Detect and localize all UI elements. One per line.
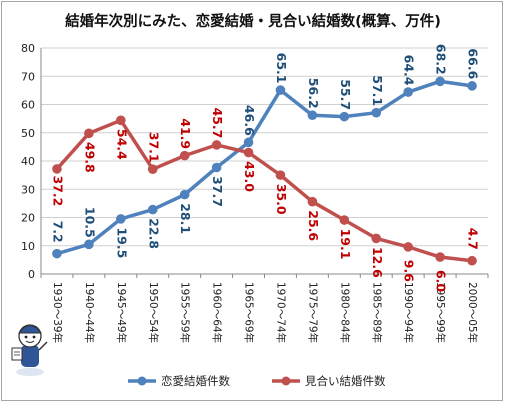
legend-swatch-marker: [137, 376, 147, 386]
data-point: [275, 170, 286, 180]
data-point: [435, 252, 445, 262]
data-point: [116, 115, 126, 126]
axes: 0 10 20 30 40 50 60 70 80 1930〜39年 1940〜44年 1945〜49…: [21, 42, 489, 343]
data-point: [467, 81, 477, 91]
data-label: 46.6: [242, 105, 257, 136]
data-point: [52, 248, 62, 259]
data-point: [116, 214, 126, 224]
legend-label: 恋愛結婚件数: [161, 374, 230, 388]
data-label: 6.0: [434, 270, 449, 292]
data-point: [52, 164, 62, 174]
data-labels: 7.2 10.5 19.5 22.8 28.1 37.7 46.6 65.1 56.2 55.7 5…: [50, 44, 480, 293]
data-point: [403, 87, 413, 97]
y-tick-label: 0: [28, 268, 35, 281]
data-label: 12.6: [370, 247, 385, 278]
data-label: 64.4: [402, 55, 417, 86]
x-tick-label: 1950〜54年: [147, 282, 160, 343]
series-line: [55, 79, 474, 256]
data-point: [179, 150, 190, 161]
data-point: [435, 76, 445, 87]
series-lines: [52, 76, 477, 266]
data-label: 7.2: [50, 221, 65, 243]
data-point: [371, 233, 382, 244]
data-label: 9.6: [402, 260, 417, 282]
x-tick-label: 1930〜39年: [51, 282, 64, 343]
mascot-icon: [11, 324, 48, 376]
data-point: [84, 239, 94, 250]
data-label: 49.8: [82, 142, 97, 173]
data-label: 65.1: [274, 53, 289, 84]
data-point: [339, 111, 350, 122]
y-tick-label: 30: [21, 183, 35, 196]
y-tick-label: 40: [21, 155, 35, 168]
data-label: 66.6: [466, 48, 481, 79]
data-point: [243, 147, 254, 158]
data-point: [307, 110, 318, 121]
y-tick-label: 50: [21, 127, 35, 140]
data-point: [211, 162, 222, 173]
gridlines: [41, 47, 488, 247]
x-tick-label: 1955〜59年: [179, 282, 192, 343]
x-tick-label: 1970〜74年: [274, 282, 287, 343]
data-point: [179, 189, 190, 200]
data-label: 19.1: [338, 229, 353, 260]
x-tick-label: 1975〜79年: [306, 282, 319, 343]
x-tick-label: 1965〜69年: [243, 282, 256, 343]
y-tick-label: 70: [21, 70, 35, 83]
data-label: 37.7: [210, 176, 225, 207]
data-label: 37.2: [50, 175, 65, 206]
y-tick-label: 20: [21, 212, 35, 225]
data-label: 41.9: [178, 118, 193, 149]
legend-label: 見合い結婚件数: [305, 374, 386, 388]
data-label: 35.0: [274, 184, 289, 215]
x-tick-label: 1960〜64年: [211, 282, 224, 343]
x-tick-label: 1940〜44年: [83, 282, 96, 343]
data-point: [403, 242, 413, 252]
data-label: 37.1: [146, 132, 161, 163]
x-tick-label: 1945〜49年: [115, 282, 128, 343]
legend-swatch-marker: [281, 376, 291, 386]
data-label: 45.7: [210, 107, 225, 138]
chart-title: 結婚年次別にみた、恋愛結婚・見合い結婚数(概算、万件): [65, 14, 441, 30]
series-line: [55, 118, 474, 263]
data-label: 4.7: [466, 228, 481, 250]
data-label: 28.1: [178, 203, 193, 234]
data-point: [147, 164, 158, 174]
data-point: [275, 85, 286, 95]
data-label: 68.2: [434, 44, 449, 75]
y-tick-label: 10: [21, 240, 35, 253]
data-point: [211, 140, 222, 150]
data-label: 54.4: [114, 129, 129, 160]
x-tick-label: 1990〜94年: [402, 282, 415, 343]
x-tick-label: 1980〜84年: [338, 282, 351, 343]
data-point: [147, 204, 158, 215]
data-point: [243, 137, 254, 148]
data-point: [371, 107, 382, 118]
data-label: 25.6: [306, 210, 321, 241]
y-tick-label: 60: [21, 99, 35, 112]
data-label: 55.7: [338, 79, 353, 110]
data-point: [307, 196, 318, 207]
x-tick-label: 1985〜89年: [370, 282, 383, 343]
data-label: 22.8: [146, 218, 161, 249]
legend: 恋愛結婚件数 見合い結婚件数: [128, 374, 386, 388]
x-tick-label: 2000〜05年: [466, 282, 479, 343]
data-label: 10.5: [82, 207, 97, 238]
data-label: 56.2: [306, 78, 321, 109]
data-label: 19.5: [114, 227, 129, 258]
x-tick-label: 1995〜99年: [434, 282, 447, 343]
data-point: [339, 215, 350, 225]
data-point: [467, 255, 477, 266]
y-tick-label: 80: [21, 42, 35, 55]
data-label: 57.1: [370, 75, 385, 106]
data-point: [84, 128, 94, 139]
data-label: 43.0: [242, 161, 257, 192]
